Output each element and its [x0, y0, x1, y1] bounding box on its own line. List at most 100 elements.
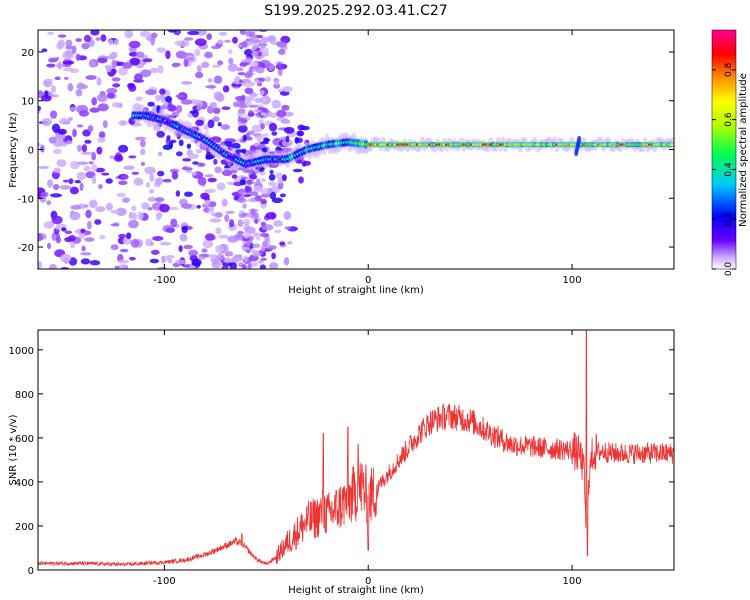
- noise-blob: [50, 85, 57, 93]
- noise-blob: [297, 124, 305, 131]
- noise-blob: [196, 205, 201, 209]
- noise-blob: [211, 64, 221, 68]
- noise-blob: [244, 87, 254, 95]
- snr-y-label: SNR (10 * v/v): [8, 414, 19, 485]
- noise-blob: [140, 139, 146, 148]
- noise-blob: [191, 171, 197, 176]
- noise-blob: [95, 167, 106, 173]
- noise-blob: [208, 201, 217, 208]
- noise-blob: [44, 78, 54, 82]
- noise-blob: [186, 143, 191, 149]
- noise-blob: [217, 234, 229, 239]
- noise-blob: [38, 261, 43, 269]
- noise-blob: [165, 227, 173, 233]
- noise-blob: [260, 37, 270, 44]
- noise-blob: [74, 180, 82, 184]
- noise-blob: [89, 60, 97, 68]
- noise-blob: [187, 153, 199, 159]
- noise-blob: [214, 166, 222, 174]
- noise-blob: [247, 263, 252, 269]
- noise-blob: [117, 259, 129, 264]
- noise-blob: [279, 90, 290, 96]
- noise-blob: [110, 209, 122, 214]
- noise-blob: [175, 259, 187, 265]
- noise-blob: [259, 90, 265, 96]
- noise-blob: [47, 179, 54, 188]
- noise-blob: [167, 30, 177, 33]
- noise-blob: [259, 264, 266, 269]
- noise-blob: [58, 34, 67, 38]
- noise-blob: [253, 185, 263, 191]
- noise-blob: [276, 109, 287, 118]
- noise-blob: [113, 39, 119, 46]
- noise-blob: [109, 155, 116, 159]
- spectrogram-y-tick-label: -20: [18, 243, 34, 254]
- noise-blob: [196, 65, 202, 72]
- noise-blob: [277, 178, 283, 185]
- noise-blob: [70, 204, 82, 210]
- noise-blob: [137, 211, 144, 220]
- noise-blob: [283, 211, 292, 220]
- noise-blob: [270, 185, 280, 194]
- noise-blob: [96, 77, 102, 86]
- noise-blob: [155, 177, 163, 186]
- noise-blob: [231, 83, 242, 87]
- noise-blob: [50, 193, 62, 198]
- noise-blob: [228, 49, 233, 55]
- noise-blob: [245, 133, 250, 138]
- noise-blob: [254, 195, 262, 202]
- noise-blob: [38, 105, 41, 111]
- noise-blob: [53, 167, 61, 174]
- noise-blob: [51, 215, 63, 225]
- noise-blob: [106, 92, 115, 99]
- noise-blob: [256, 56, 262, 60]
- noise-blob: [119, 248, 129, 253]
- noise-blob: [215, 244, 225, 254]
- noise-blob: [174, 40, 183, 46]
- noise-blob: [150, 36, 155, 46]
- noise-blob: [231, 255, 243, 262]
- noise-blob: [161, 255, 166, 264]
- noise-blob: [264, 76, 272, 83]
- noise-blob: [149, 173, 155, 182]
- spectrogram-x-label: Height of straight line (km): [288, 285, 424, 296]
- noise-blob: [181, 81, 193, 85]
- noise-blob: [258, 77, 266, 82]
- noise-blob: [221, 106, 231, 110]
- noise-blob: [156, 130, 165, 138]
- noise-blob: [77, 144, 82, 152]
- noise-blob: [141, 202, 150, 210]
- noise-blob: [180, 99, 193, 105]
- noise-blob: [237, 231, 244, 235]
- noise-blob: [85, 75, 97, 80]
- noise-blob: [227, 235, 239, 243]
- noise-blob: [142, 58, 153, 63]
- noise-blob: [64, 76, 69, 80]
- noise-blob: [276, 41, 288, 48]
- noise-blob: [155, 212, 163, 219]
- noise-blob: [82, 129, 91, 137]
- noise-blob: [187, 30, 200, 36]
- noise-blob: [201, 61, 210, 68]
- noise-blob: [116, 192, 126, 198]
- noise-blob: [110, 223, 120, 227]
- noise-blob: [110, 244, 119, 251]
- noise-blob: [102, 120, 108, 129]
- noise-blob: [267, 181, 277, 187]
- noise-blob: [203, 207, 210, 213]
- noise-blob: [287, 241, 293, 245]
- noise-blob: [48, 263, 57, 269]
- spectrogram-y-tick-label: 0: [28, 146, 34, 157]
- noise-blob: [75, 89, 83, 97]
- noise-blob: [91, 163, 98, 172]
- noise-blob: [213, 75, 223, 84]
- noise-blob: [90, 30, 100, 36]
- noise-blob: [146, 181, 151, 188]
- noise-blob: [251, 250, 260, 257]
- noise-blob: [76, 82, 85, 90]
- noise-blob: [230, 169, 238, 174]
- noise-blob: [181, 167, 193, 171]
- noise-blob: [51, 234, 57, 242]
- noise-blob: [175, 94, 185, 98]
